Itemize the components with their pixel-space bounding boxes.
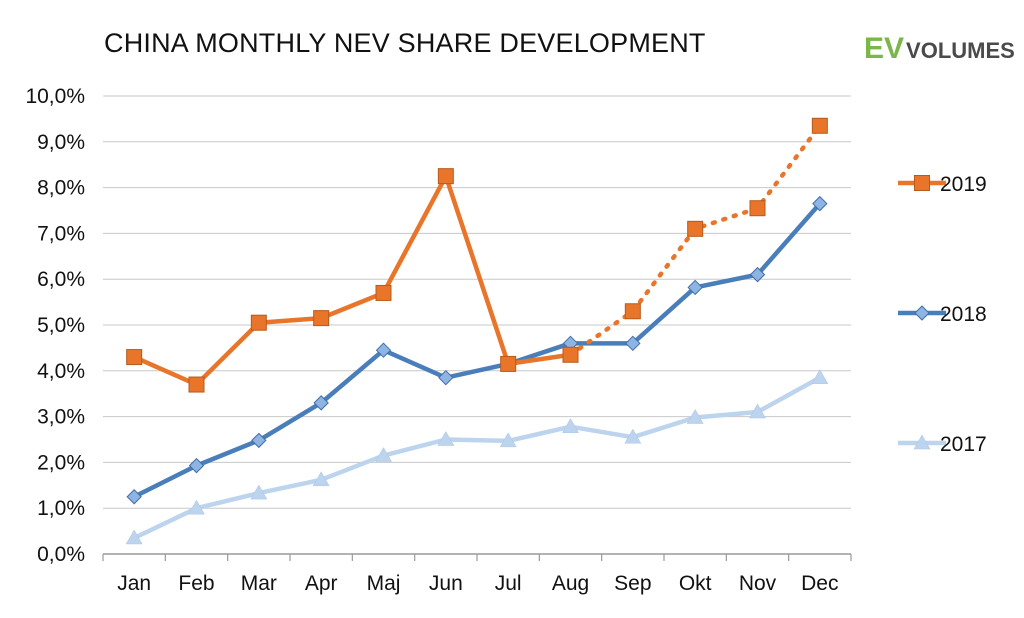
- series-2017-point: [125, 529, 143, 545]
- y-tick-label: 2,0%: [37, 451, 85, 474]
- y-tick-label: 9,0%: [37, 131, 85, 154]
- x-tick-label: Aug: [552, 572, 589, 595]
- logo-ev-text: EV: [864, 32, 905, 65]
- x-tick-label: Okt: [679, 572, 712, 595]
- x-tick-label: Dec: [801, 572, 838, 595]
- series-2017-point: [312, 471, 330, 487]
- x-tick-label: Maj: [367, 572, 401, 595]
- y-tick-label: 4,0%: [37, 360, 85, 383]
- series-2019-point: [500, 355, 517, 372]
- series-2018-line: [131, 201, 823, 499]
- series-2017-point: [375, 447, 392, 462]
- y-tick-label: 1,0%: [37, 497, 85, 520]
- y-tick-label: 10,0%: [25, 85, 85, 108]
- series-2017-point: [811, 369, 829, 384]
- series-2019-projection-line: [568, 123, 823, 358]
- legend-2018-label: 2018: [940, 303, 987, 326]
- legend-2017-marker: [913, 434, 931, 450]
- y-tick-label: 3,0%: [37, 406, 85, 429]
- series-2017-point: [188, 499, 205, 515]
- series-2017-point: [250, 484, 268, 500]
- x-tick-label: Apr: [305, 572, 338, 595]
- series-2019-projection-point: [624, 303, 641, 320]
- legend-2017-label: 2017: [940, 433, 987, 456]
- ev-volumes-logo: EVVOLUMES: [864, 32, 1015, 66]
- y-tick-label: 6,0%: [37, 268, 85, 291]
- legend-2019-marker: [914, 175, 930, 191]
- series-2017-point: [686, 409, 704, 424]
- series-2017-point: [499, 432, 517, 448]
- x-tick-label: Sep: [614, 572, 651, 595]
- y-tick-label: 7,0%: [37, 222, 85, 245]
- series-2019-point: [188, 376, 205, 393]
- y-tick-label: 5,0%: [37, 314, 85, 337]
- series-2019-point: [437, 168, 454, 185]
- x-tick-label: Jun: [429, 572, 463, 595]
- series-2019-projection-point: [811, 117, 828, 134]
- series-2018-point: [188, 457, 205, 474]
- series-2018-point: [251, 432, 267, 449]
- series-2018-point: [749, 266, 766, 283]
- series-2019-line: [131, 173, 573, 387]
- series-2018-point: [313, 395, 329, 411]
- y-tick-label: 8,0%: [37, 177, 85, 200]
- series-2018-point: [126, 489, 142, 505]
- x-tick-label: Feb: [178, 572, 214, 595]
- series-2017-line: [131, 375, 823, 541]
- series-2017-point: [437, 430, 455, 446]
- chart-title: CHINA MONTHLY NEV SHARE DEVELOPMENT: [104, 28, 706, 58]
- series-2018-point: [625, 335, 641, 352]
- series-2017-point: [624, 428, 642, 444]
- series-2019-point: [562, 346, 579, 363]
- series-2017-point: [562, 418, 579, 433]
- series-2019-point: [126, 349, 143, 366]
- y-tick-label: 0,0%: [37, 543, 85, 566]
- series-2019-point: [250, 314, 267, 331]
- series-2018-point: [812, 195, 828, 212]
- x-tick-label: Jul: [495, 572, 522, 595]
- x-tick-label: Jan: [117, 572, 151, 595]
- x-tick-label: Mar: [241, 572, 277, 595]
- legend-2018-marker: [914, 305, 930, 321]
- series-2018-point: [438, 369, 454, 386]
- series-2018-point: [375, 342, 392, 358]
- logo-volumes-text: VOLUMES: [906, 38, 1015, 63]
- series-2019-point: [313, 310, 330, 327]
- series-2018-point: [687, 279, 703, 296]
- series-2019-projection-point: [749, 200, 766, 217]
- series-2019-point: [375, 284, 392, 301]
- legend-2019-label: 2019: [940, 173, 987, 196]
- x-tick-label: Nov: [739, 572, 777, 595]
- series-2017-point: [749, 403, 766, 419]
- series-2019-projection-point: [687, 220, 704, 237]
